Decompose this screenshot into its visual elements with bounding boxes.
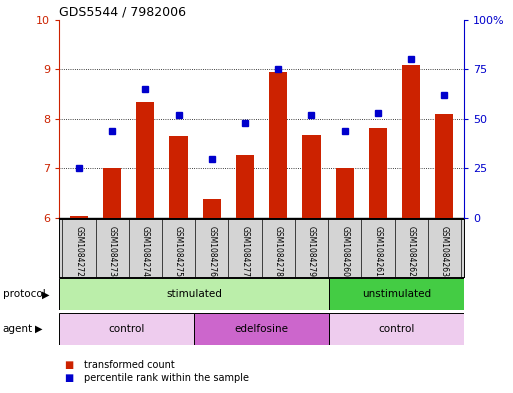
Text: GSM1084273: GSM1084273 [108, 226, 116, 277]
Text: GSM1084275: GSM1084275 [174, 226, 183, 277]
Bar [136, 101, 154, 218]
Text: GSM1084274: GSM1084274 [141, 226, 150, 277]
Text: GSM1084272: GSM1084272 [74, 226, 84, 277]
Text: GSM1084276: GSM1084276 [207, 226, 216, 277]
Bar [236, 154, 254, 218]
Text: GDS5544 / 7982006: GDS5544 / 7982006 [59, 6, 186, 18]
Text: transformed count: transformed count [84, 360, 174, 370]
Text: GSM1084278: GSM1084278 [274, 226, 283, 277]
Text: agent: agent [3, 324, 33, 334]
Text: control: control [379, 324, 415, 334]
Bar [103, 169, 121, 218]
Text: control: control [108, 324, 145, 334]
Text: GSM1084260: GSM1084260 [340, 226, 349, 277]
Text: unstimulated: unstimulated [362, 289, 431, 299]
Bar [169, 136, 188, 218]
Text: ■: ■ [64, 360, 73, 370]
Bar [194, 313, 329, 345]
Bar [59, 278, 329, 310]
Text: protocol: protocol [3, 289, 45, 299]
Text: GSM1084261: GSM1084261 [373, 226, 382, 277]
Text: ■: ■ [64, 373, 73, 383]
Bar [302, 135, 321, 218]
Text: stimulated: stimulated [166, 289, 222, 299]
Bar [369, 128, 387, 218]
Bar [329, 278, 464, 310]
Text: ▶: ▶ [35, 324, 43, 334]
Bar [435, 114, 453, 218]
Bar [269, 72, 287, 218]
Bar [336, 167, 354, 218]
Text: GSM1084277: GSM1084277 [241, 226, 249, 277]
Text: GSM1084262: GSM1084262 [407, 226, 416, 277]
Bar [70, 216, 88, 218]
Text: GSM1084279: GSM1084279 [307, 226, 316, 277]
Bar [329, 313, 464, 345]
Bar [203, 199, 221, 218]
Bar [402, 65, 420, 218]
Bar [59, 313, 194, 345]
Text: ▶: ▶ [42, 289, 50, 299]
Text: GSM1084263: GSM1084263 [440, 226, 449, 277]
Text: percentile rank within the sample: percentile rank within the sample [84, 373, 249, 383]
Text: edelfosine: edelfosine [234, 324, 289, 334]
